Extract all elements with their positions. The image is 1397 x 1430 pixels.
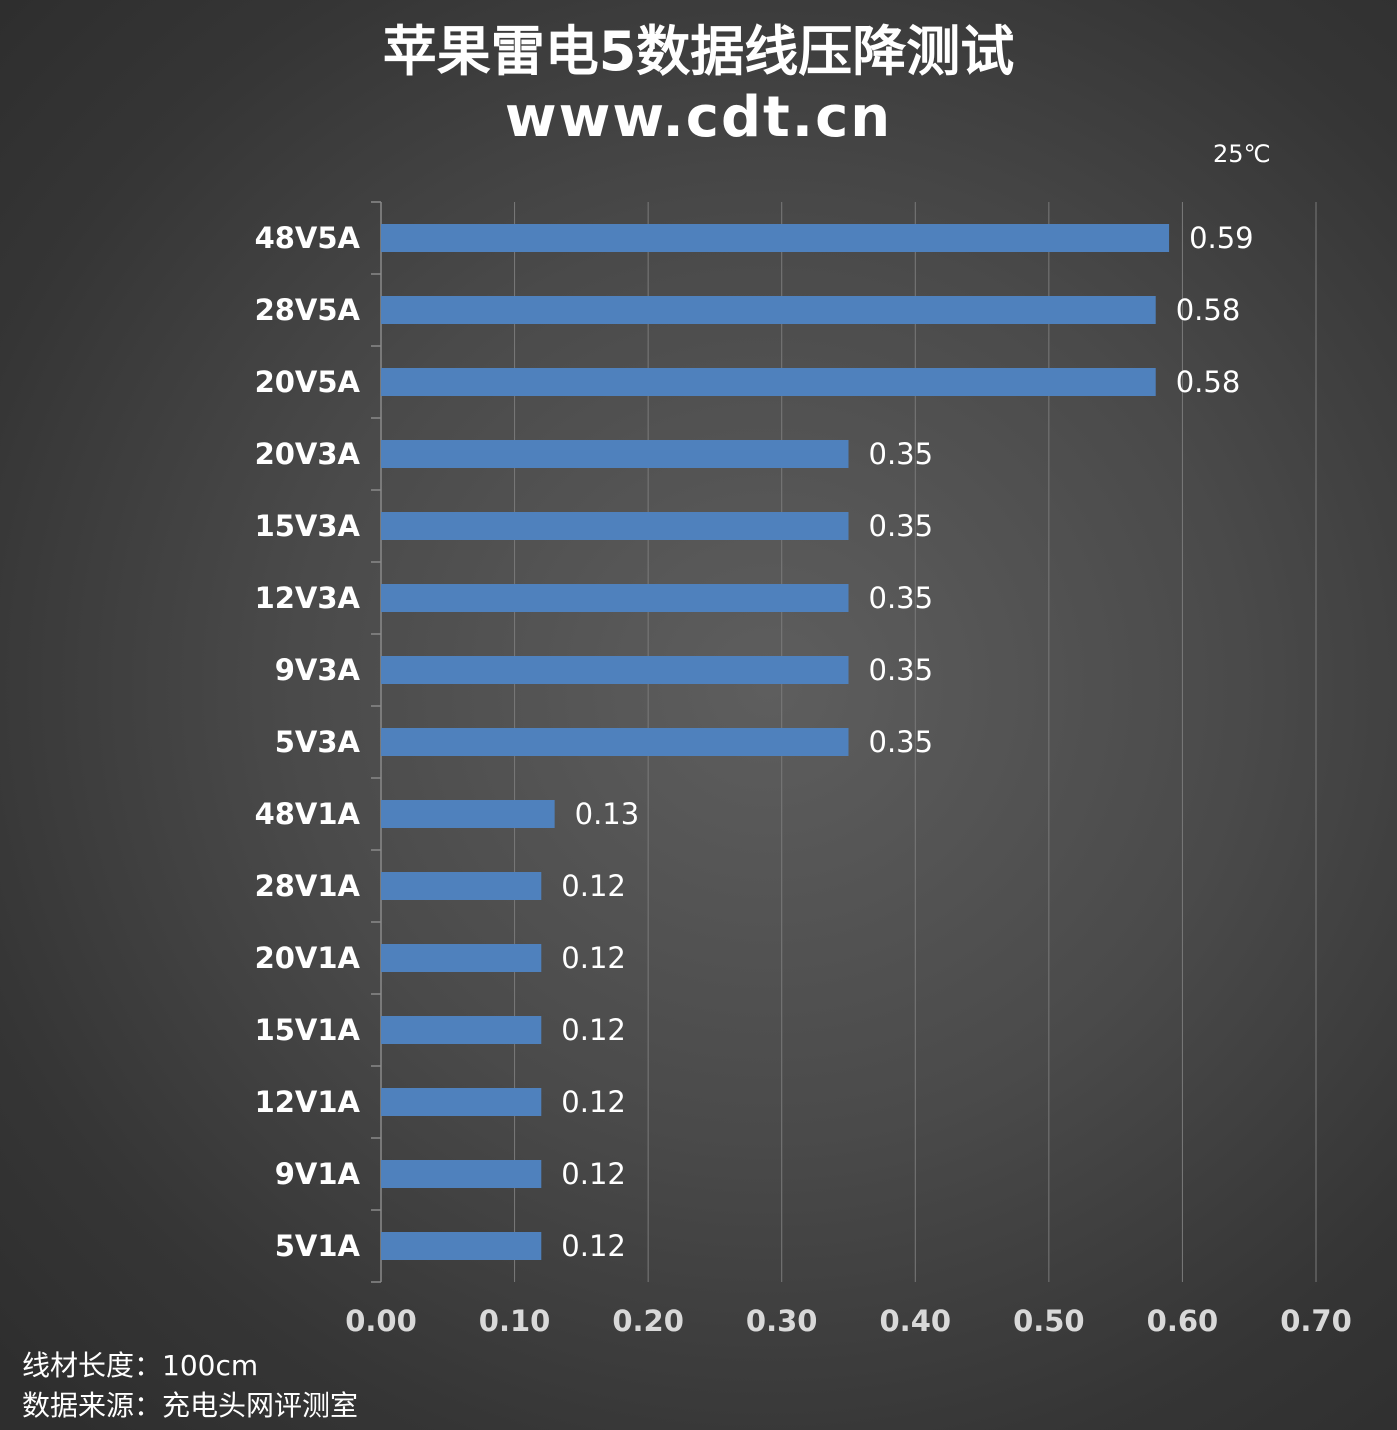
category-label-9V3A: 9V3A <box>275 653 361 687</box>
bar-15V1A <box>381 1016 542 1044</box>
category-label-12V1A: 12V1A <box>255 1085 361 1119</box>
x-tick-label-3: 0.30 <box>746 1304 818 1338</box>
category-label-9V1A: 9V1A <box>275 1157 361 1191</box>
category-label-20V5A: 20V5A <box>255 365 361 399</box>
data-label-12V3A: 0.35 <box>869 581 934 615</box>
chart-subtitle: www.cdt.cn <box>504 85 893 150</box>
category-label-28V5A: 28V5A <box>255 293 361 327</box>
bar-48V1A <box>381 800 555 828</box>
data-label-48V5A: 0.59 <box>1189 221 1254 255</box>
temperature-note: 25℃ <box>1213 140 1271 168</box>
data-label-20V5A: 0.58 <box>1176 365 1241 399</box>
data-label-20V3A: 0.35 <box>869 437 934 471</box>
bar-20V5A <box>381 368 1156 396</box>
category-label-20V1A: 20V1A <box>255 941 361 975</box>
bar-28V5A <box>381 296 1156 324</box>
bar-20V1A <box>381 944 542 972</box>
category-label-20V3A: 20V3A <box>255 437 361 471</box>
category-label-48V5A: 48V5A <box>255 221 361 255</box>
data-label-5V1A: 0.12 <box>561 1229 626 1263</box>
data-label-20V1A: 0.12 <box>561 941 626 975</box>
bar-5V3A <box>381 728 849 756</box>
bar-12V3A <box>381 584 849 612</box>
category-label-15V3A: 15V3A <box>255 509 361 543</box>
category-label-48V1A: 48V1A <box>255 797 361 831</box>
data-label-15V3A: 0.35 <box>869 509 934 543</box>
x-tick-label-7: 0.70 <box>1280 1304 1352 1338</box>
bar-48V5A <box>381 224 1170 252</box>
category-label-12V3A: 12V3A <box>255 581 361 615</box>
footer-data-source: 数据来源：充电头网评测室 <box>22 1389 359 1422</box>
x-tick-label-5: 0.50 <box>1013 1304 1085 1338</box>
category-label-5V3A: 5V3A <box>275 725 361 759</box>
bar-12V1A <box>381 1088 542 1116</box>
x-tick-label-0: 0.00 <box>345 1304 417 1338</box>
data-label-9V3A: 0.35 <box>869 653 934 687</box>
data-label-9V1A: 0.12 <box>561 1157 626 1191</box>
x-tick-label-6: 0.60 <box>1147 1304 1219 1338</box>
x-tick-label-4: 0.40 <box>880 1304 952 1338</box>
footer-cable-length: 线材长度：100cm <box>22 1349 259 1382</box>
bar-5V1A <box>381 1232 542 1260</box>
x-tick-label-2: 0.20 <box>612 1304 684 1338</box>
data-label-5V3A: 0.35 <box>869 725 934 759</box>
category-label-15V1A: 15V1A <box>255 1013 361 1047</box>
x-tick-label-1: 0.10 <box>479 1304 551 1338</box>
chart-title: 苹果雷电5数据线压降测试 <box>382 20 1015 83</box>
bar-20V3A <box>381 440 849 468</box>
bar-15V3A <box>381 512 849 540</box>
data-label-28V5A: 0.58 <box>1176 293 1241 327</box>
data-label-28V1A: 0.12 <box>561 869 626 903</box>
bar-9V3A <box>381 656 849 684</box>
bar-28V1A <box>381 872 542 900</box>
data-label-12V1A: 0.12 <box>561 1085 626 1119</box>
bar-9V1A <box>381 1160 542 1188</box>
data-label-15V1A: 0.12 <box>561 1013 626 1047</box>
category-label-5V1A: 5V1A <box>275 1229 361 1263</box>
category-label-28V1A: 28V1A <box>255 869 361 903</box>
data-label-48V1A: 0.13 <box>575 797 640 831</box>
